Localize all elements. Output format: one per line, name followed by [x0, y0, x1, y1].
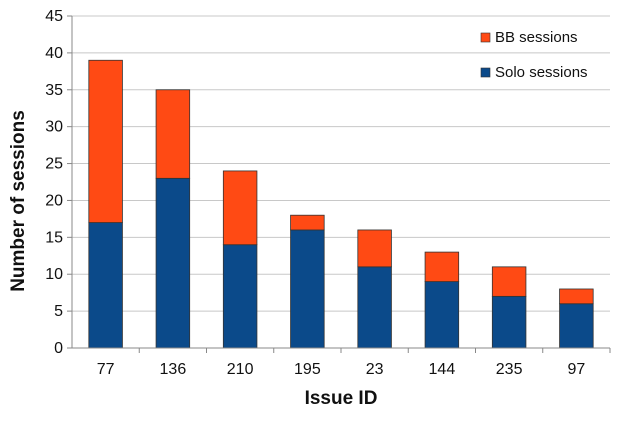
- y-tick-label: 40: [45, 45, 63, 62]
- x-tick-label: 136: [160, 361, 187, 378]
- x-axis-title: Issue ID: [305, 388, 378, 409]
- bar-bb-sessions: [424, 251, 460, 282]
- bar-solo-sessions: [290, 229, 325, 349]
- bar-solo-sessions: [88, 222, 123, 349]
- x-tick-label: 210: [227, 361, 254, 378]
- axis-layer: [67, 15, 611, 353]
- y-tick-label: 35: [45, 82, 63, 99]
- bar-bb-sessions: [559, 288, 594, 305]
- legend-swatch: [480, 32, 491, 43]
- bar-solo-sessions: [491, 295, 527, 349]
- y-tick-label: 5: [54, 303, 63, 320]
- bar-bb-sessions: [88, 59, 123, 223]
- y-axis-title: Number of sessions: [8, 110, 29, 292]
- y-tick-label: 30: [45, 119, 63, 136]
- y-tick-label: 10: [45, 266, 63, 283]
- bar-solo-sessions: [357, 266, 392, 349]
- bar-bb-sessions: [491, 266, 527, 297]
- bar-bb-sessions: [155, 89, 191, 179]
- x-tick-label: 195: [294, 361, 321, 378]
- x-tick-label: 23: [366, 361, 384, 378]
- bar-solo-sessions: [424, 281, 460, 349]
- x-tick-label: 235: [496, 361, 523, 378]
- bar-layer: [88, 59, 594, 349]
- legend: BB sessions Solo sessions: [480, 29, 588, 81]
- bar-bb-sessions: [357, 229, 392, 268]
- y-tick-label: 25: [45, 156, 63, 173]
- x-tick-label: 97: [567, 361, 585, 378]
- bar-solo-sessions: [222, 244, 258, 349]
- label-layer: 0 5 10 15 20 25 30 35 40 45 77 136 210 195 23 144 235 97: [45, 8, 585, 378]
- x-tick-label: 144: [429, 361, 456, 378]
- legend-label: Solo sessions: [495, 64, 588, 81]
- y-tick-label: 15: [45, 229, 63, 246]
- legend-label: BB sessions: [495, 29, 578, 46]
- bar-solo-sessions: [155, 177, 191, 349]
- legend-swatch: [480, 67, 491, 78]
- y-tick-label: 0: [54, 340, 63, 357]
- grid-layer: [72, 15, 610, 312]
- bar-bb-sessions: [290, 214, 325, 231]
- x-tick-label: 77: [97, 361, 115, 378]
- y-tick-label: 20: [45, 192, 63, 209]
- bar-bb-sessions: [222, 170, 258, 246]
- y-tick-label: 45: [45, 8, 63, 25]
- bar-solo-sessions: [559, 303, 594, 349]
